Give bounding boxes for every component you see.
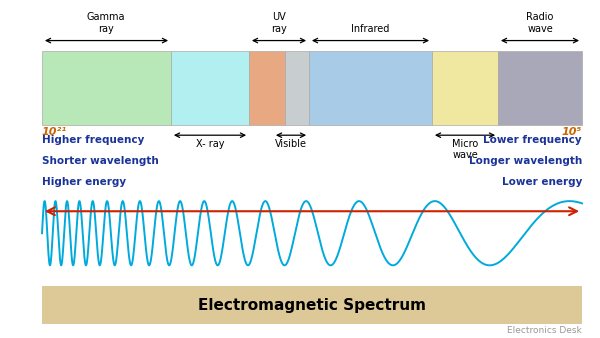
Text: Lower frequency: Lower frequency (484, 135, 582, 145)
Text: Infrared: Infrared (351, 24, 389, 34)
Bar (498, 51, 582, 125)
Bar (42, 286, 582, 324)
Text: Lower energy: Lower energy (502, 177, 582, 187)
Bar (171, 51, 249, 125)
Bar (42, 51, 171, 125)
Text: Radio
wave: Radio wave (526, 12, 554, 34)
Bar (249, 51, 285, 125)
Bar (285, 51, 309, 125)
Text: X- ray: X- ray (196, 139, 224, 149)
Text: Higher energy: Higher energy (42, 177, 126, 187)
Text: Shorter wavelength: Shorter wavelength (42, 156, 159, 166)
Text: Electronics Desk: Electronics Desk (507, 325, 582, 335)
Text: Gamma
ray: Gamma ray (87, 12, 125, 34)
Text: Higher frequency: Higher frequency (42, 135, 145, 145)
Bar (309, 51, 432, 125)
Text: 10⁵: 10⁵ (562, 127, 582, 137)
Text: Micro
wave: Micro wave (452, 139, 478, 160)
Bar (432, 51, 498, 125)
Text: 10²¹: 10²¹ (42, 127, 67, 137)
Text: Electromagnetic Spectrum: Electromagnetic Spectrum (198, 297, 426, 313)
Text: UV
ray: UV ray (271, 12, 287, 34)
Text: Visible: Visible (275, 139, 307, 149)
Text: Longer wavelength: Longer wavelength (469, 156, 582, 166)
